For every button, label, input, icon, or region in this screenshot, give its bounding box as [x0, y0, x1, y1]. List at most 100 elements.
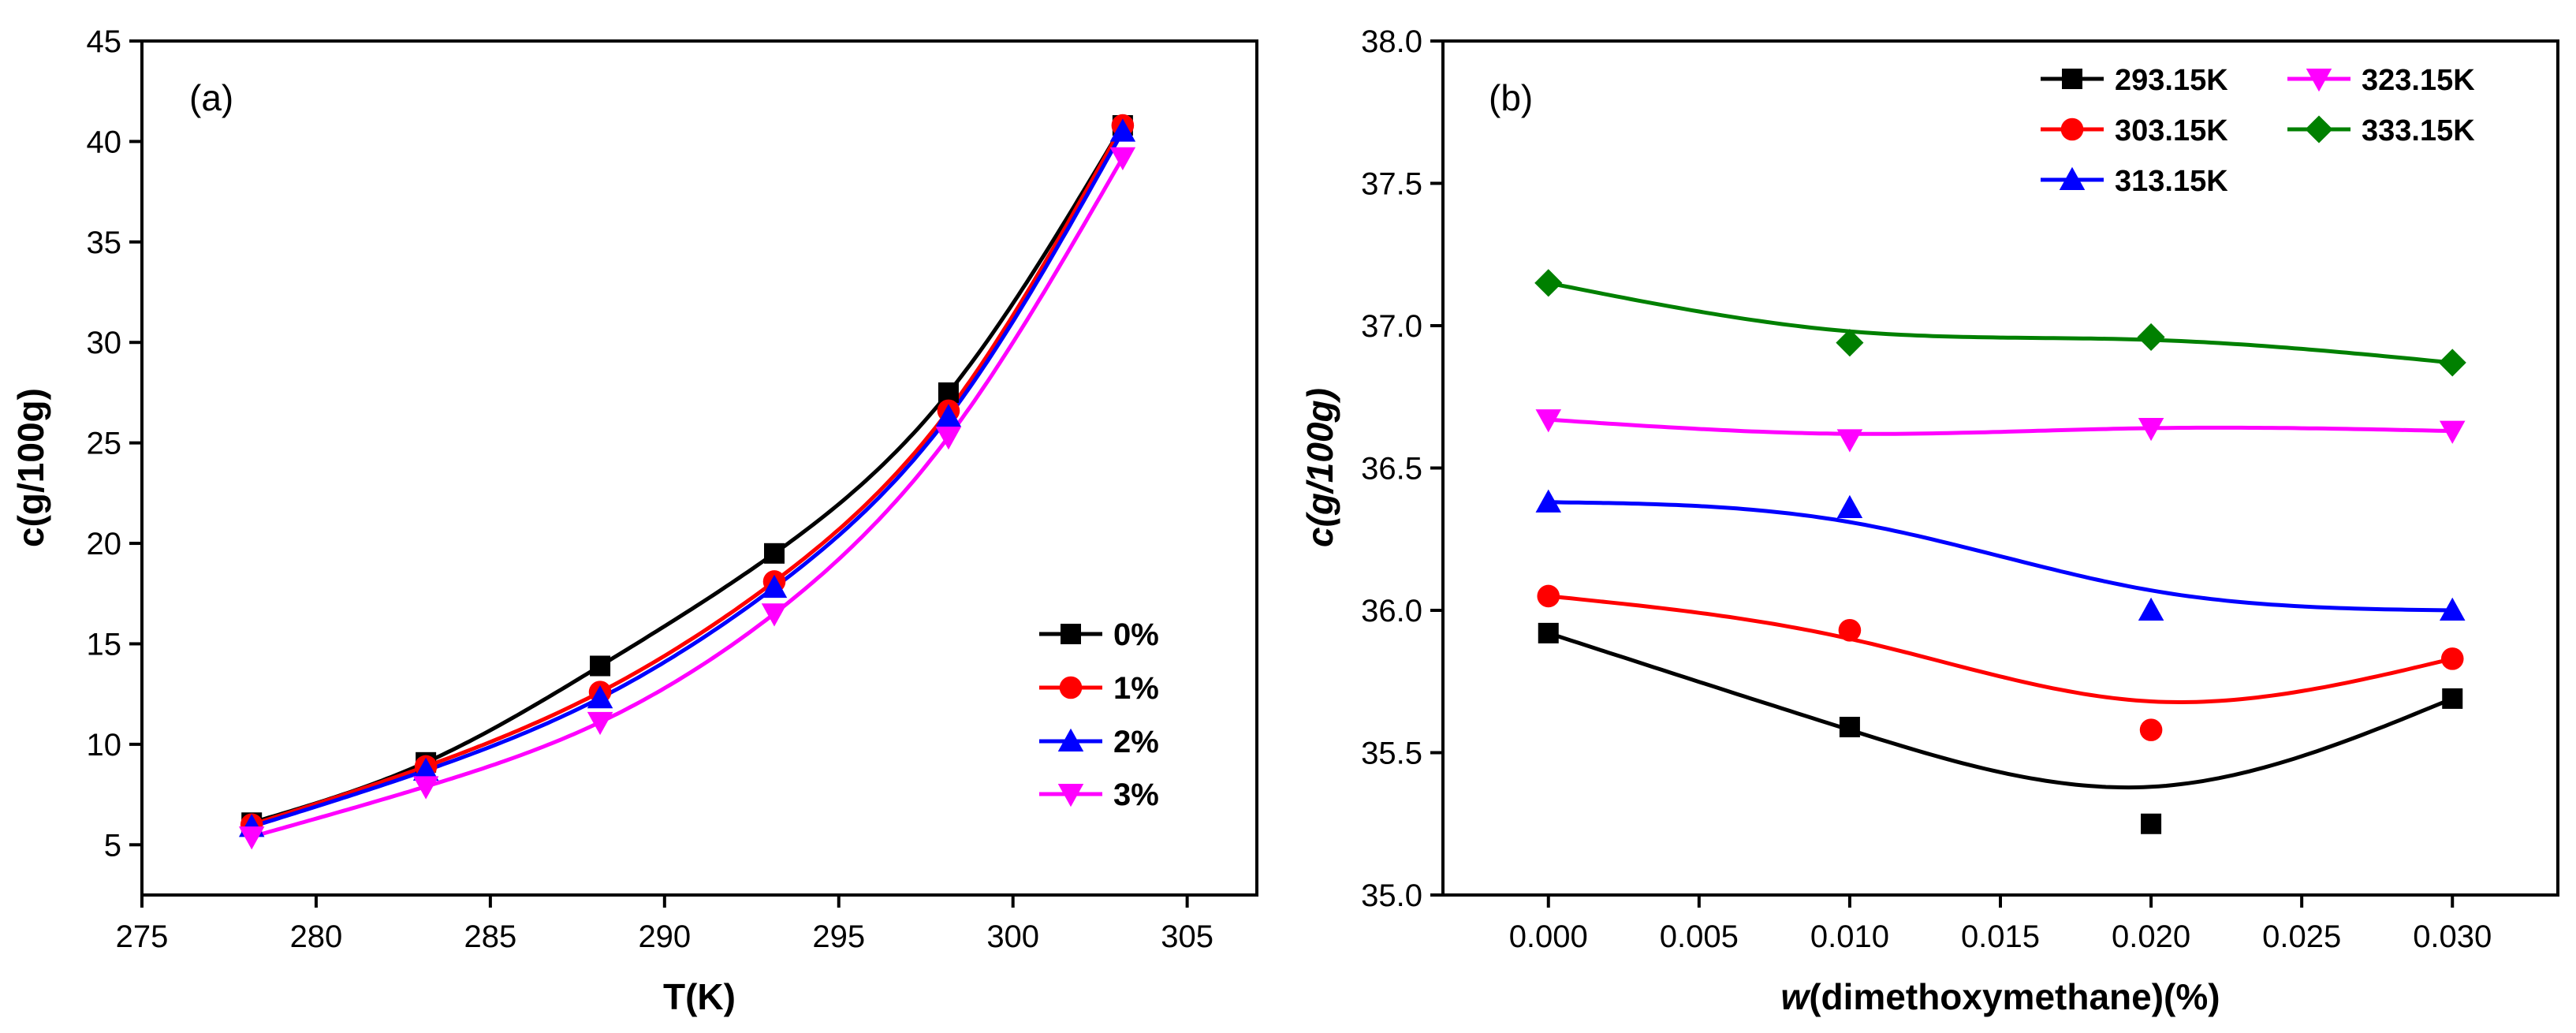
axis-ticks-b: 0.000 0.005 0.010 0.015 0.020 0.025 0.030 35.0 3…	[1361, 24, 2492, 954]
x-axis-label-a: T(K)	[663, 976, 736, 1017]
chart-panel-a: 275 280 285 290 295 300 305 5 10 15 20 25 30 35 40 45 (…	[10, 24, 1258, 1017]
series-line	[251, 130, 1125, 829]
panel-label-b: (b)	[1489, 77, 1533, 118]
data-point	[1535, 489, 1562, 513]
x-tick-label: 280	[290, 919, 343, 954]
data-point	[1836, 329, 1864, 357]
y-tick-label: 35.5	[1361, 737, 1422, 771]
x-tick-label: 275	[116, 919, 169, 954]
data-point	[238, 826, 265, 850]
x-axis-label-b: w(dimethoxymethane)(%)	[1780, 976, 2220, 1017]
y-axis-label-a: c(g/100g)	[10, 388, 51, 547]
data-point	[764, 543, 785, 564]
data-point	[2438, 349, 2466, 377]
legend-marker	[2306, 69, 2332, 92]
y-tick-label: 36.0	[1361, 594, 1422, 628]
series-line	[1548, 500, 2453, 613]
legend-label: 0%	[1113, 617, 1159, 652]
data-point	[2442, 688, 2463, 709]
legend-label: 1%	[1113, 671, 1159, 706]
legend-marker	[1057, 728, 1084, 751]
x-tick-label: 305	[1161, 919, 1213, 954]
x-tick-label: 0.010	[1810, 919, 1889, 954]
legend-marker	[1059, 676, 1083, 699]
x-axis-label-b-italic: w	[1780, 976, 1811, 1017]
data-point	[2439, 420, 2466, 444]
data-markers-a	[238, 114, 1136, 850]
data-point	[1838, 618, 1862, 642]
y-tick-label: 37.0	[1361, 309, 1422, 344]
legend-marker	[1057, 784, 1084, 807]
legend-marker	[2305, 115, 2333, 144]
legend-marker	[1061, 624, 1081, 644]
data-point	[412, 776, 439, 800]
legend-label: 313.15K	[2115, 165, 2228, 198]
y-tick-label: 38.0	[1361, 24, 1422, 59]
legend-marker	[2062, 69, 2082, 89]
data-point	[2141, 813, 2162, 834]
series-line	[251, 124, 1125, 825]
data-point	[935, 427, 962, 450]
data-point	[1538, 622, 1559, 643]
plot-frame-a	[140, 39, 1258, 897]
data-point	[1109, 147, 1136, 171]
y-tick-label: 40	[87, 125, 122, 159]
y-tick-label: 45	[87, 24, 122, 59]
series-line	[1548, 417, 2453, 436]
data-point	[412, 757, 439, 781]
x-tick-label: 0.020	[2112, 919, 2190, 954]
series-line	[1548, 281, 2453, 365]
y-tick-label: 36.5	[1361, 452, 1422, 487]
legend-marker	[2060, 117, 2084, 141]
legend-label: 3%	[1113, 778, 1159, 812]
data-point	[761, 574, 788, 599]
x-tick-label: 285	[464, 919, 517, 954]
legend-marker	[2059, 166, 2086, 190]
legend-label: 333.15K	[2362, 114, 2475, 147]
series-line	[251, 156, 1125, 839]
data-point	[2439, 597, 2466, 621]
fit-curves-a	[251, 124, 1125, 839]
chart-panel-b: 0.000 0.005 0.010 0.015 0.020 0.025 0.030 35.0 3…	[1299, 24, 2559, 1017]
data-point	[761, 603, 788, 627]
x-tick-label: 0.025	[2262, 919, 2341, 954]
x-tick-label: 0.000	[1509, 919, 1588, 954]
data-point	[1836, 494, 1863, 519]
data-point	[2137, 323, 2165, 351]
data-point	[1534, 269, 1563, 297]
legend-label: 293.15K	[2115, 64, 2228, 97]
data-point	[935, 404, 962, 427]
data-markers-b	[1534, 269, 2466, 834]
y-tick-label: 35	[87, 226, 122, 260]
legend-label: 303.15K	[2115, 114, 2228, 147]
legend-b: 293.15K 303.15K 313.15K 323.15K 333.15K	[2041, 64, 2475, 198]
axis-ticks-a: 275 280 285 290 295 300 305 5 10 15 20 25 30 35 40 45	[87, 24, 1214, 954]
series-line	[1548, 594, 2453, 705]
data-point	[1109, 118, 1136, 142]
y-tick-label: 35.0	[1361, 878, 1422, 913]
series-line	[1548, 631, 2454, 790]
x-tick-label: 290	[638, 919, 691, 954]
plot-frame-b	[1441, 39, 2559, 897]
data-point	[2138, 417, 2164, 442]
y-tick-label: 20	[87, 527, 122, 561]
data-point	[590, 655, 611, 677]
x-tick-label: 300	[986, 919, 1039, 954]
y-axis-label-b: c(g/100g)	[1299, 388, 1340, 547]
legend-label: 323.15K	[2362, 64, 2475, 97]
y-tick-label: 30	[87, 326, 122, 360]
x-tick-label: 0.005	[1660, 919, 1739, 954]
y-tick-label: 37.5	[1361, 167, 1422, 202]
x-tick-label: 0.015	[1961, 919, 2040, 954]
x-axis-label-b-rest: (dimethoxymethane)(%)	[1809, 976, 2220, 1017]
x-tick-label: 295	[812, 919, 865, 954]
data-point	[1839, 717, 1860, 738]
y-tick-label: 5	[104, 828, 121, 863]
series-line	[251, 124, 1125, 827]
data-point	[1537, 584, 1560, 608]
x-tick-label: 0.030	[2413, 919, 2492, 954]
legend-label: 2%	[1113, 725, 1159, 759]
legend-a: 0% 1% 2% 3%	[1039, 617, 1159, 812]
data-point	[1836, 429, 1863, 453]
